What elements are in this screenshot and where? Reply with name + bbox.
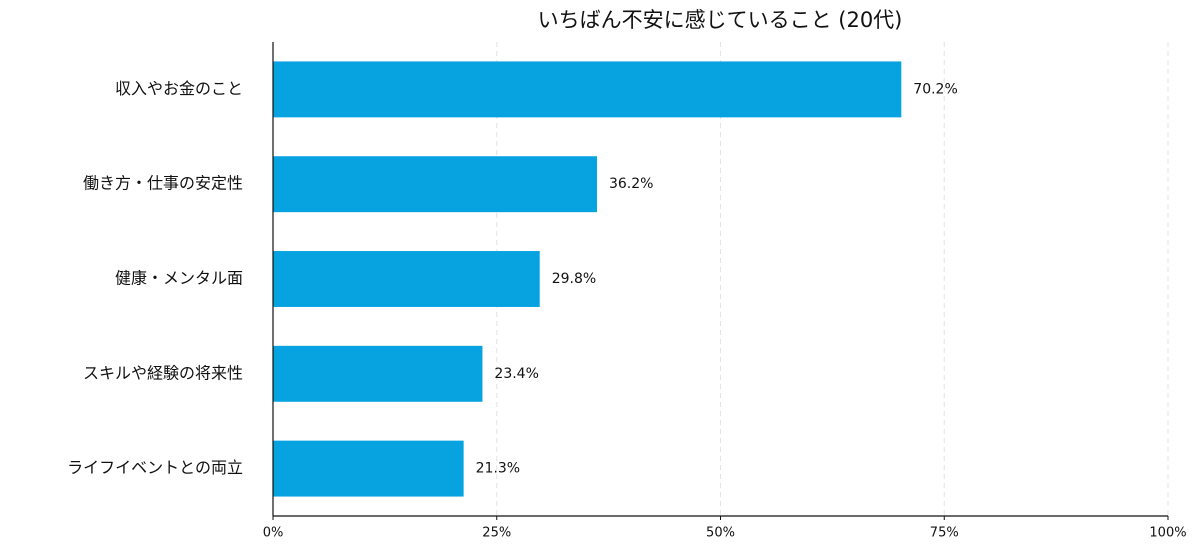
bar-2 [273,251,540,307]
category-label-0: 収入やお金のこと [115,79,243,98]
value-label-2: 29.8% [552,271,596,287]
value-label-3: 23.4% [494,366,538,382]
category-label-2: 健康・メンタル面 [115,269,243,288]
value-label-0: 70.2% [913,81,957,97]
chart-title: いちばん不安に感じていること (20代) [537,8,903,32]
value-label-1: 36.2% [609,176,653,192]
x-tick-label-25: 25% [482,526,511,541]
x-tick-label-50: 50% [706,526,735,541]
category-label-1: 働き方・仕事の安定性 [83,174,243,193]
value-label-4: 21.3% [476,461,520,477]
category-label-3: スキルや経験の将来性 [83,363,243,382]
bar-4 [273,440,464,497]
axis-layer: 収入やお金のこと働き方・仕事の安定性健康・メンタル面スキルや経験の将来性ライフイ… [67,42,1187,541]
bar-0 [273,61,902,118]
x-tick-label-100: 100% [1149,526,1186,541]
x-tick-label-75: 75% [930,526,959,541]
bar-3 [273,345,483,402]
bar-layer: 70.2% 36.2% 29.8% 23.4% 21.3% [273,61,958,497]
category-label-4: ライフイベントとの両立 [67,458,243,477]
x-tick-label-0: 0% [263,526,284,541]
bar-1 [273,156,597,213]
